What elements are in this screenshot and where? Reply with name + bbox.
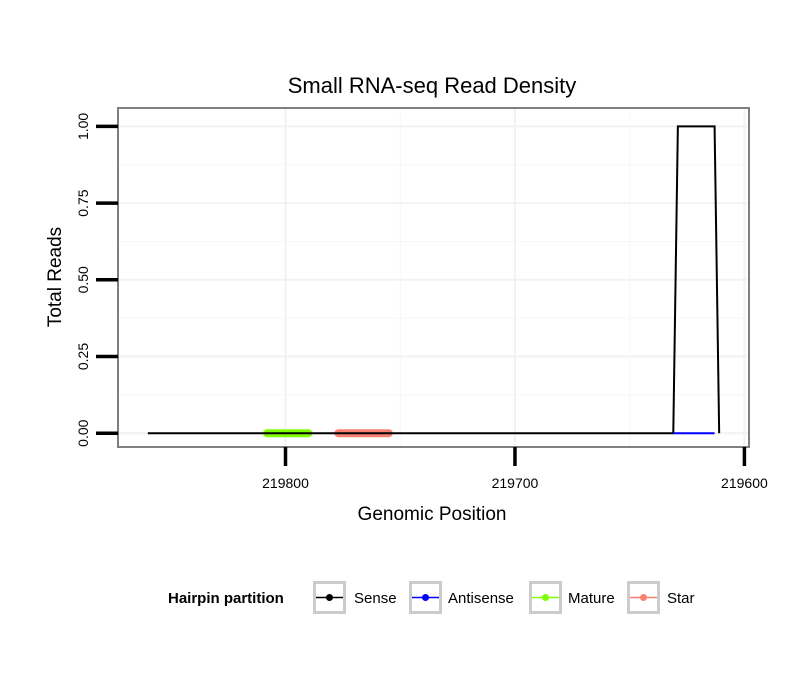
data-series — [147, 125, 721, 438]
legend-key-point — [422, 594, 429, 601]
legend-label: Antisense — [448, 590, 514, 607]
legend-item-star: Star — [627, 581, 695, 614]
chart-title: Small RNA-seq Read Density — [288, 73, 577, 98]
plot-panel — [118, 108, 749, 447]
y-tick-label: 0.00 — [75, 419, 91, 446]
x-tick-label: 219800 — [262, 475, 309, 491]
legend-item-antisense: Antisense — [409, 581, 514, 614]
legend-title: Hairpin partition — [168, 590, 284, 607]
grid-lines — [118, 108, 749, 447]
series-sense — [147, 125, 721, 435]
plot-border — [117, 107, 750, 448]
legend-item-mature: Mature — [529, 581, 615, 614]
y-axis-title: Total Reads — [45, 227, 66, 327]
y-tick-label: 0.25 — [75, 343, 91, 370]
x-axis-title: Genomic Position — [358, 504, 507, 525]
axes: 0.00 0.25 0.50 0.75 1.00 219800 219700 219600 — [75, 113, 768, 491]
legend-key-point — [542, 594, 549, 601]
legend-key-point — [640, 594, 647, 601]
legend-label: Star — [667, 590, 695, 607]
legend-label: Mature — [568, 590, 615, 607]
y-tick-label: 0.75 — [75, 189, 91, 216]
legend-label: Sense — [354, 590, 397, 607]
x-tick-label: 219700 — [492, 475, 539, 491]
legend: Hairpin partition Sense Antisense Mature St… — [168, 581, 695, 614]
legend-item-sense: Sense — [313, 581, 397, 614]
x-tick-label: 219600 — [721, 475, 768, 491]
y-tick-label: 1.00 — [75, 113, 91, 140]
y-tick-label: 0.50 — [75, 266, 91, 293]
legend-key-point — [326, 594, 333, 601]
